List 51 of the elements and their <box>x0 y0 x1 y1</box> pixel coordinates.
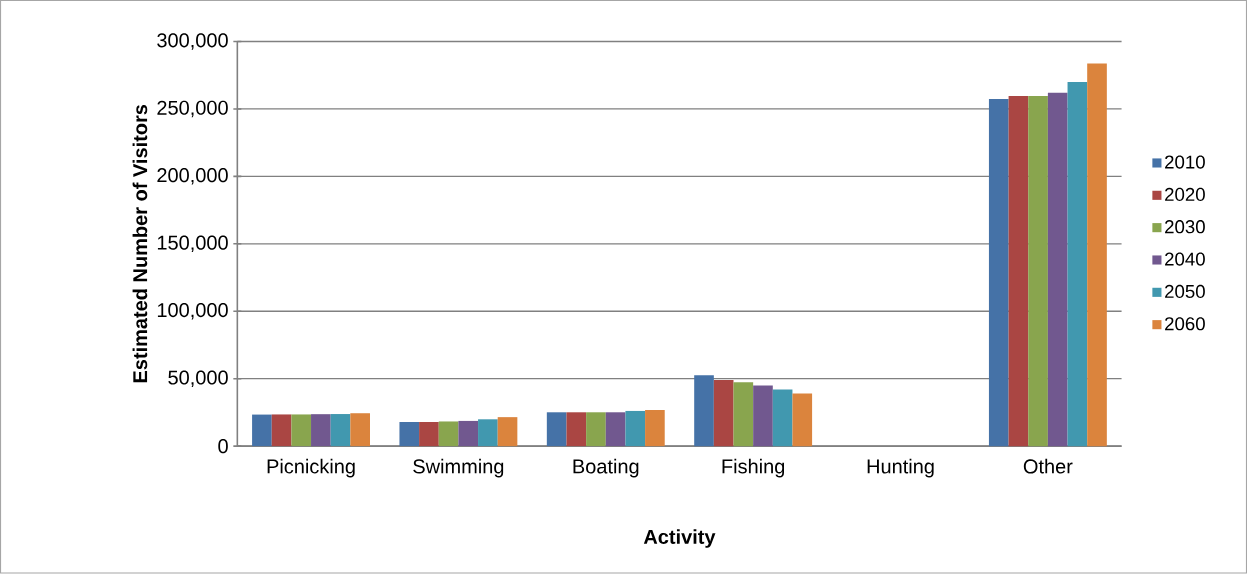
bar <box>399 422 420 447</box>
y-tick-label: 250,000 <box>157 100 228 118</box>
y-axis-title: Estimated Number of Visitors <box>132 105 148 383</box>
bar <box>271 414 292 447</box>
legend-label: 2030 <box>1165 220 1205 234</box>
x-tick-label: Other <box>1023 459 1073 474</box>
bar <box>1047 92 1068 447</box>
bar <box>252 414 272 447</box>
bar <box>350 413 370 447</box>
bar <box>792 393 813 447</box>
legend-label: 2050 <box>1165 285 1205 299</box>
legend-label: 2060 <box>1165 317 1205 331</box>
bar <box>1008 96 1029 447</box>
x-axis-title: Activity <box>643 529 716 549</box>
x-tick-label: Picnicking <box>267 459 355 478</box>
bar <box>625 411 646 447</box>
bar <box>772 389 793 447</box>
bar <box>566 412 587 447</box>
y-tick-label: 50,000 <box>168 370 228 388</box>
x-tick-label: Fishing <box>722 459 785 478</box>
bar <box>586 412 606 447</box>
y-tick-label: 150,000 <box>157 235 228 253</box>
bar <box>988 99 1009 447</box>
legend-label: 2040 <box>1165 252 1205 266</box>
bar <box>497 417 518 447</box>
y-tick-label: 0 <box>218 439 228 454</box>
bar <box>1028 96 1048 447</box>
bar <box>1067 82 1088 447</box>
bar <box>458 421 479 447</box>
legend-label: 2020 <box>1165 188 1205 202</box>
bar <box>419 422 439 447</box>
bar <box>733 382 754 447</box>
bar <box>311 414 331 447</box>
legend-label: 2010 <box>1165 155 1205 169</box>
bar <box>605 412 626 447</box>
bar <box>330 414 351 447</box>
bar <box>478 419 498 447</box>
bar <box>713 380 734 447</box>
y-tick-label: 100,000 <box>157 303 228 320</box>
bar <box>438 421 459 447</box>
y-tick-label: 200,000 <box>157 168 228 185</box>
x-tick-label: Boating <box>573 459 639 478</box>
bar <box>694 375 714 447</box>
bar <box>1087 63 1107 447</box>
bar <box>753 385 773 447</box>
x-tick-label: Swimming <box>413 459 504 478</box>
bar <box>291 414 312 447</box>
bar <box>645 410 665 447</box>
x-tick-label: Hunting <box>867 459 934 478</box>
y-tick-label: 300,000 <box>157 33 228 50</box>
bar <box>546 412 567 447</box>
